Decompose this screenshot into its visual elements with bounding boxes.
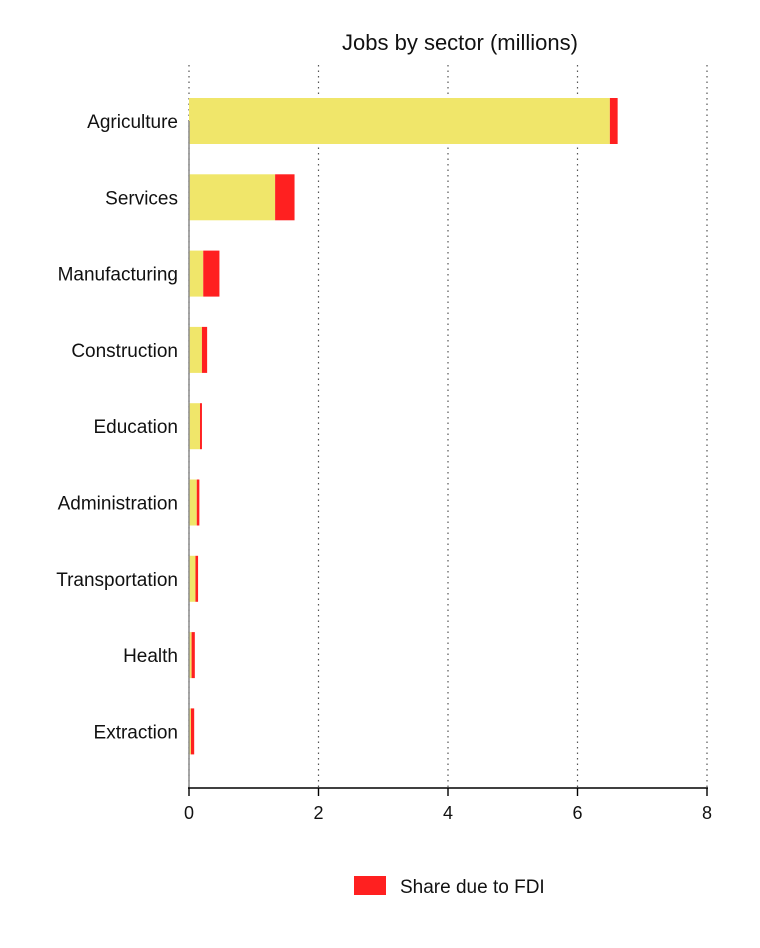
bar-base-health <box>189 632 192 679</box>
category-label: Education <box>93 417 178 438</box>
category-labels: Agriculture Services Manufacturing Construc… <box>56 112 178 743</box>
bar-fdi-agriculture <box>609 98 618 144</box>
category-label: Services <box>105 188 178 209</box>
bar-base-transportation <box>189 555 196 602</box>
bars <box>189 98 618 755</box>
bar-fdi-services <box>275 174 295 221</box>
x-tick-label: 4 <box>443 803 453 823</box>
legend-label-fdi: Share due to FDI <box>400 877 545 898</box>
category-label: Administration <box>58 494 178 515</box>
bar-base-construction <box>189 326 202 373</box>
legend: Share due to FDI <box>354 876 545 898</box>
category-label: Health <box>123 646 178 667</box>
x-tick-label: 6 <box>572 803 582 823</box>
bar-base-services <box>189 174 276 221</box>
category-label: Construction <box>71 341 178 362</box>
category-label: Agriculture <box>87 112 178 133</box>
chart-title: Jobs by sector (millions) <box>342 30 578 55</box>
bar-base-manufacturing <box>189 250 204 297</box>
bar-fdi-transportation <box>195 555 199 602</box>
bar-fdi-construction <box>201 326 208 373</box>
legend-swatch-fdi <box>354 876 386 895</box>
x-tick-label: 8 <box>702 803 712 823</box>
bar-fdi-extraction <box>190 708 195 755</box>
bar-base-agriculture <box>189 98 610 144</box>
category-label: Extraction <box>94 722 178 743</box>
x-axis: 0 2 4 6 8 <box>184 121 712 823</box>
bar-base-extraction <box>189 708 191 755</box>
grid-lines <box>188 65 708 788</box>
bar-base-administration <box>189 479 197 526</box>
category-label: Transportation <box>56 570 178 591</box>
x-tick-label: 0 <box>184 803 194 823</box>
bar-fdi-manufacturing <box>203 250 220 297</box>
bar-fdi-health <box>191 632 195 679</box>
bar-fdi-administration <box>196 479 200 526</box>
x-tick-label: 2 <box>313 803 323 823</box>
bar-base-education <box>189 403 201 450</box>
bar-fdi-education <box>200 403 202 450</box>
category-label: Manufacturing <box>58 265 178 286</box>
